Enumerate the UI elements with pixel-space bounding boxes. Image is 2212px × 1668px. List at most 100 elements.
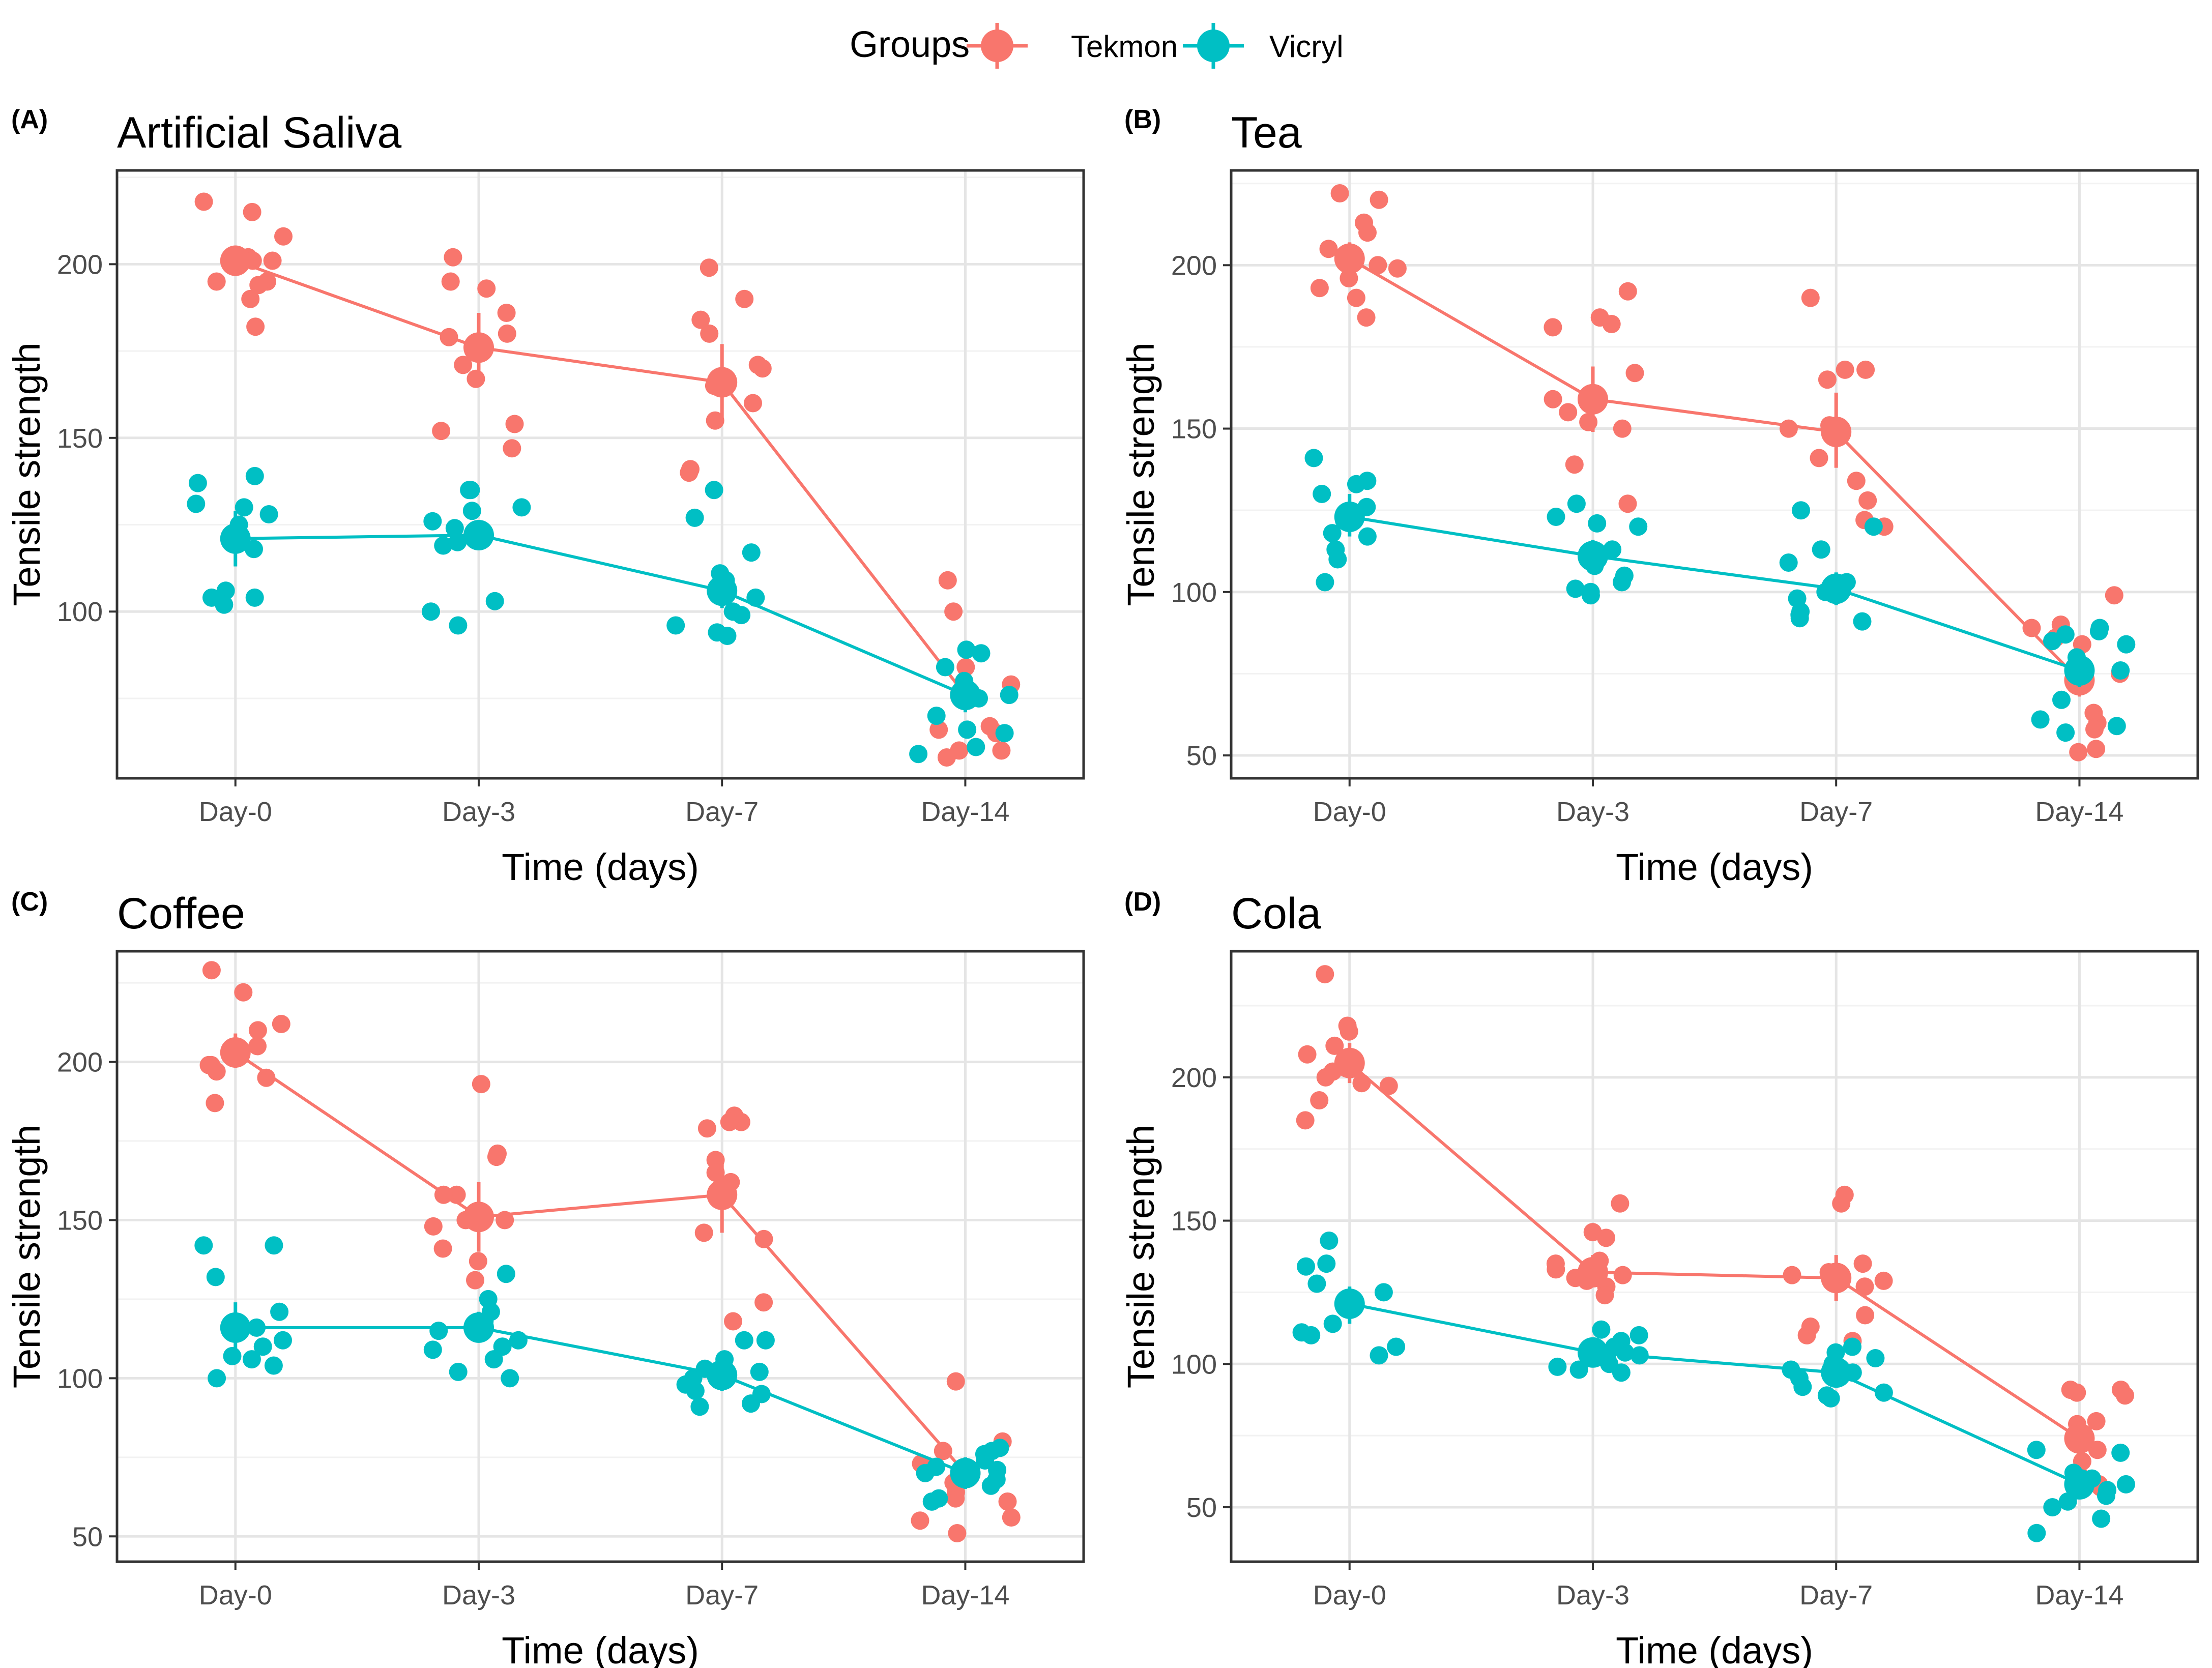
data-point xyxy=(1357,308,1376,327)
y-tick-label: 100 xyxy=(1171,577,1217,608)
data-point xyxy=(1821,1389,1840,1408)
x-axis-title: Time (days) xyxy=(1616,846,1813,888)
data-point xyxy=(206,1094,224,1113)
data-point xyxy=(2117,635,2136,654)
data-point xyxy=(1818,370,1837,389)
legend-key-marker xyxy=(981,30,1013,62)
data-point xyxy=(1588,514,1607,533)
data-point xyxy=(1612,1363,1631,1382)
data-point xyxy=(498,324,516,343)
mean-marker xyxy=(1821,1263,1852,1294)
data-point xyxy=(2092,1509,2111,1528)
data-point xyxy=(748,356,767,374)
data-point xyxy=(2111,661,2130,680)
data-point xyxy=(2087,740,2106,758)
x-tick-label: Day-7 xyxy=(685,797,759,827)
data-point xyxy=(2052,690,2071,709)
data-point xyxy=(1779,419,1798,438)
data-point xyxy=(497,1265,515,1283)
y-tick-label: 200 xyxy=(57,1047,103,1078)
data-point xyxy=(946,1489,965,1508)
data-point xyxy=(484,1350,503,1369)
data-point xyxy=(705,481,723,500)
mean-marker xyxy=(2064,1423,2095,1454)
legend-title: Groups xyxy=(850,24,970,65)
x-tick-label: Day-7 xyxy=(685,1580,759,1611)
data-point xyxy=(2116,1386,2134,1405)
series-tekmon xyxy=(199,961,1021,1542)
data-point xyxy=(1597,1228,1615,1247)
data-point xyxy=(1792,501,1810,520)
data-point xyxy=(1812,540,1830,559)
data-point xyxy=(194,192,213,211)
data-point xyxy=(2022,619,2041,637)
x-tick-label: Day-14 xyxy=(2035,1580,2123,1611)
y-axis-title: Tensile strength xyxy=(1120,342,1162,606)
mean-marker xyxy=(1821,416,1852,447)
data-point xyxy=(1379,1076,1398,1095)
mean-marker xyxy=(1577,1256,1608,1287)
data-point xyxy=(1625,364,1644,383)
data-point xyxy=(1310,279,1329,298)
data-point xyxy=(1323,1314,1342,1333)
data-point xyxy=(512,498,531,517)
data-point xyxy=(497,304,516,322)
data-point xyxy=(423,512,442,531)
mean-marker xyxy=(220,523,251,554)
data-point xyxy=(253,1337,272,1356)
data-point xyxy=(274,227,293,246)
data-point xyxy=(422,602,440,621)
x-tick-label: Day-0 xyxy=(199,797,272,827)
data-point xyxy=(1388,259,1407,278)
mean-marker xyxy=(1821,573,1852,604)
data-point xyxy=(265,1236,283,1255)
mean-marker xyxy=(707,575,738,606)
x-axis-title: Time (days) xyxy=(1616,1629,1813,1668)
data-point xyxy=(206,1268,225,1286)
data-point xyxy=(936,658,954,677)
data-point xyxy=(1629,517,1648,536)
data-point xyxy=(958,720,977,739)
panel-letter: (A) xyxy=(11,105,48,134)
data-point xyxy=(732,606,751,625)
data-point xyxy=(215,595,234,614)
data-point xyxy=(1864,517,1883,536)
data-point xyxy=(1387,1337,1406,1356)
data-point xyxy=(194,1236,213,1255)
x-tick-label: Day-14 xyxy=(2035,797,2123,827)
y-tick-label: 200 xyxy=(1171,250,1217,281)
data-point xyxy=(503,439,521,458)
mean-line xyxy=(1349,515,2080,672)
panel-title: Coffee xyxy=(117,889,245,938)
data-point xyxy=(995,724,1014,743)
mean-marker xyxy=(220,1312,251,1343)
data-point xyxy=(1613,573,1631,592)
y-tick-label: 100 xyxy=(57,597,103,627)
data-point xyxy=(1855,1277,1874,1296)
data-point xyxy=(1790,609,1809,628)
data-point xyxy=(700,258,718,277)
data-point xyxy=(944,602,963,621)
data-point xyxy=(744,394,762,413)
data-point xyxy=(207,272,226,291)
data-point xyxy=(245,466,264,485)
data-point xyxy=(1613,419,1632,438)
legend-item-tekmon: Tekmon xyxy=(967,23,1178,69)
mean-line xyxy=(235,259,967,696)
mean-marker xyxy=(1577,1337,1608,1368)
y-tick-label: 150 xyxy=(1171,1206,1217,1237)
y-tick-label: 50 xyxy=(1186,741,1217,771)
data-point xyxy=(1302,1326,1321,1344)
mean-marker xyxy=(463,332,494,363)
data-point xyxy=(1374,1283,1393,1302)
x-tick-label: Day-3 xyxy=(1556,1580,1629,1611)
mean-line xyxy=(1348,1062,2081,1440)
y-axis-title: Tensile strength xyxy=(1120,1125,1162,1388)
data-point xyxy=(1358,223,1377,242)
data-point xyxy=(992,741,1011,760)
data-point xyxy=(433,1239,452,1258)
data-point xyxy=(1297,1257,1315,1276)
data-point xyxy=(2027,1441,2046,1459)
data-point xyxy=(1836,360,1854,379)
data-point xyxy=(1618,282,1637,301)
